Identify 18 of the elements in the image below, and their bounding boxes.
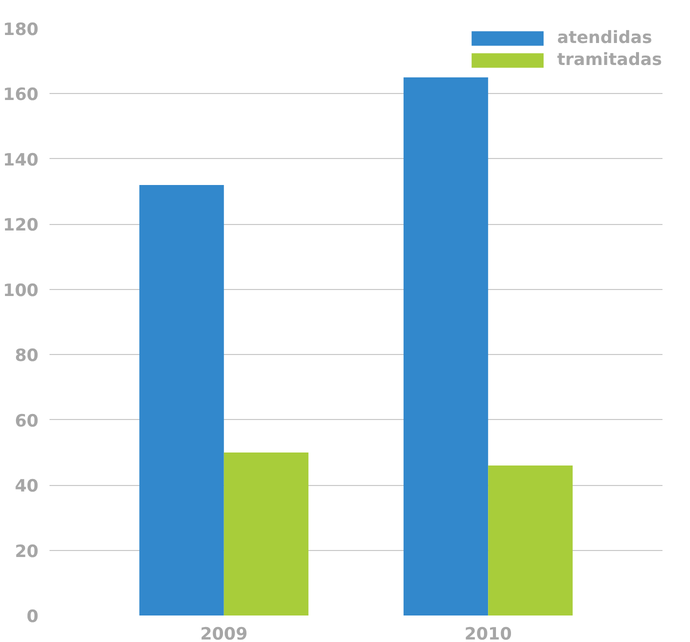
y-tick-label: 120	[3, 216, 39, 236]
y-tick-label: 60	[14, 411, 39, 432]
legend-label: atendidas	[557, 28, 652, 48]
y-tick-label: 0	[26, 607, 39, 627]
y-tick-label: 20	[14, 542, 39, 562]
bar	[404, 77, 488, 616]
x-tick-label: 2009	[200, 624, 248, 642]
x-tick-label: 2010	[464, 624, 512, 642]
y-tick-label: 140	[3, 150, 39, 170]
y-tick-label: 40	[14, 476, 39, 497]
y-tick-label: 180	[3, 20, 39, 40]
y-tick-label: 80	[14, 346, 39, 366]
y-tick-label: 100	[3, 280, 39, 301]
legend-label: tramitadas	[557, 50, 662, 70]
y-tick-label: 160	[3, 85, 39, 106]
bar	[488, 465, 573, 616]
bar	[139, 185, 224, 616]
bar	[224, 452, 308, 616]
